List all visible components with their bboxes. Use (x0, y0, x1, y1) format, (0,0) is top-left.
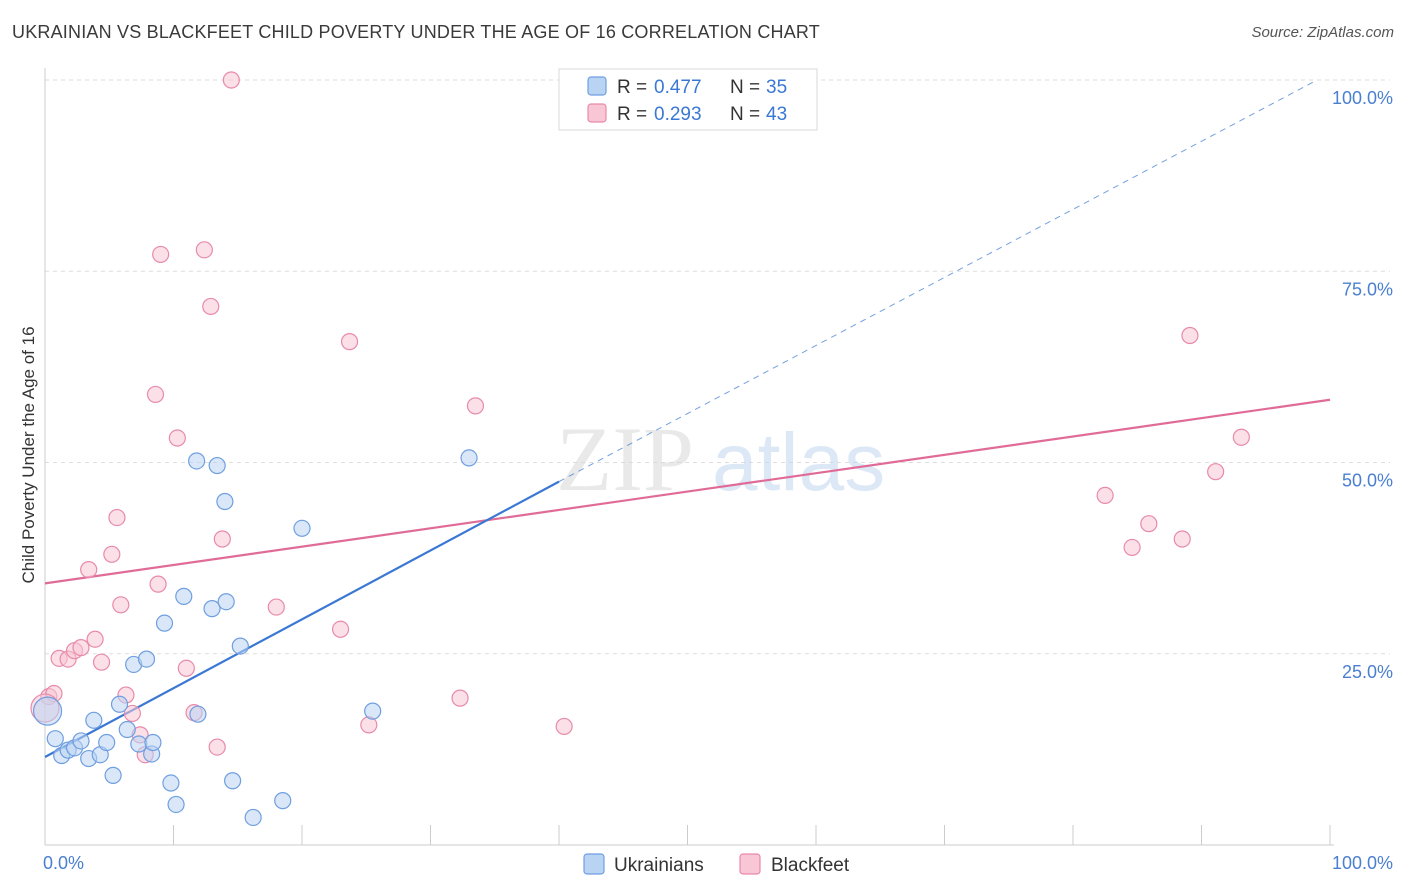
data-point-blackfeet (195, 241, 213, 259)
x-tick-label: 100.0% (1332, 853, 1393, 873)
data-point-blackfeet (152, 245, 170, 264)
data-point-ukrainians (244, 808, 262, 827)
data-point-ukrainians (364, 702, 382, 720)
legend-swatch-blackfeet (587, 103, 607, 123)
data-point-ukrainians (274, 792, 292, 810)
data-point-ukrainians (137, 650, 156, 668)
data-point-ukrainians (110, 695, 129, 713)
gridlines (45, 79, 1390, 655)
tick-labels: 0.0% 100.0% 25.0% 50.0% 75.0% 100.0% (43, 88, 1393, 873)
legend-swatch-blackfeet (739, 853, 761, 875)
legend-r-value: 0.293 (654, 104, 702, 125)
watermark-atlas: atlas (712, 417, 885, 508)
data-point-blackfeet (267, 598, 285, 616)
data-point-blackfeet (1123, 538, 1141, 557)
data-point-blackfeet (1181, 326, 1199, 345)
data-point-blackfeet (108, 508, 126, 527)
data-point-blackfeet (555, 717, 573, 736)
y-tick-label: 50.0% (1342, 471, 1393, 491)
trend-line-blackfeet (44, 398, 1331, 585)
data-point-ukrainians (293, 519, 311, 537)
data-point-blackfeet (92, 653, 111, 671)
data-point-blackfeet (103, 545, 121, 563)
legend-label-ukrainians: Ukrainians (614, 855, 704, 876)
data-point-blackfeet (340, 333, 359, 351)
legend-n-value: 35 (766, 77, 787, 98)
legend-n-label: N = (730, 77, 760, 98)
legend-n-label: N = (730, 104, 760, 125)
legend-r-value: 0.477 (654, 77, 702, 98)
data-point-ukrainians (72, 732, 90, 750)
data-point-ukrainians (231, 637, 249, 655)
data-point-ukrainians (189, 705, 207, 723)
data-point-blackfeet (451, 689, 469, 707)
y-tick-label: 25.0% (1342, 662, 1393, 682)
data-point-blackfeet (80, 560, 98, 579)
legend-swatch-ukrainians (583, 853, 605, 875)
data-point-blackfeet (72, 639, 90, 657)
y-tick-label: 100.0% (1332, 88, 1393, 108)
legend-r-label: R = (617, 77, 647, 98)
data-point-ukrainians (460, 449, 478, 467)
data-points (30, 71, 1250, 827)
data-point-ukrainians (175, 587, 193, 605)
data-point-blackfeet (1140, 515, 1158, 533)
data-point-ukrainians (104, 766, 122, 784)
data-point-ukrainians (85, 711, 103, 729)
data-point-blackfeet (177, 659, 195, 677)
data-point-ukrainians (46, 730, 64, 748)
data-point-ukrainians (144, 733, 162, 752)
data-point-blackfeet (112, 596, 130, 614)
data-point-blackfeet (1173, 530, 1191, 548)
data-point-ukrainians (188, 452, 206, 470)
data-point-blackfeet (202, 297, 220, 316)
data-point-blackfeet (1207, 463, 1225, 481)
legend-n-value: 43 (766, 104, 787, 125)
y-axis-title: Child Poverty Under the Age of 16 (19, 326, 38, 583)
legend-r-label: R = (617, 104, 647, 125)
y-tick-label: 75.0% (1342, 279, 1393, 299)
data-point-ukrainians (208, 456, 226, 475)
data-point-ukrainians (98, 733, 116, 752)
data-point-ukrainians (155, 614, 174, 632)
data-point-ukrainians (118, 720, 136, 739)
data-point-ukrainians (162, 774, 180, 792)
data-point-blackfeet (466, 397, 485, 415)
legend-label-blackfeet: Blackfeet (771, 855, 850, 876)
data-point-blackfeet (1232, 428, 1250, 446)
data-point-blackfeet (222, 71, 240, 89)
data-point-ukrainians (167, 795, 185, 814)
data-point-blackfeet (208, 738, 226, 756)
data-point-blackfeet (168, 429, 186, 447)
x-tick-label: 0.0% (43, 853, 84, 873)
data-point-ukrainians (32, 696, 63, 726)
data-point-blackfeet (149, 575, 167, 593)
data-point-blackfeet (86, 630, 104, 648)
data-point-ukrainians (203, 600, 221, 618)
source-text: Source: ZipAtlas.com (1251, 24, 1394, 41)
watermark: ZIP atlas (556, 408, 885, 510)
legend-swatch-ukrainians (587, 76, 607, 96)
data-point-ukrainians (224, 772, 242, 790)
data-point-blackfeet (123, 704, 141, 723)
data-point-blackfeet (146, 385, 165, 404)
legend-top: R = 0.477 N = 35 R = 0.293 N = 43 (558, 68, 818, 131)
data-point-blackfeet (1096, 486, 1114, 504)
data-point-blackfeet (331, 620, 350, 638)
data-point-ukrainians (216, 492, 234, 511)
data-point-ukrainians (217, 593, 235, 611)
chart-title: UKRAINIAN VS BLACKFEET CHILD POVERTY UND… (12, 22, 820, 42)
data-point-blackfeet (213, 530, 231, 548)
legend-bottom: Ukrainians Blackfeet (583, 853, 850, 876)
